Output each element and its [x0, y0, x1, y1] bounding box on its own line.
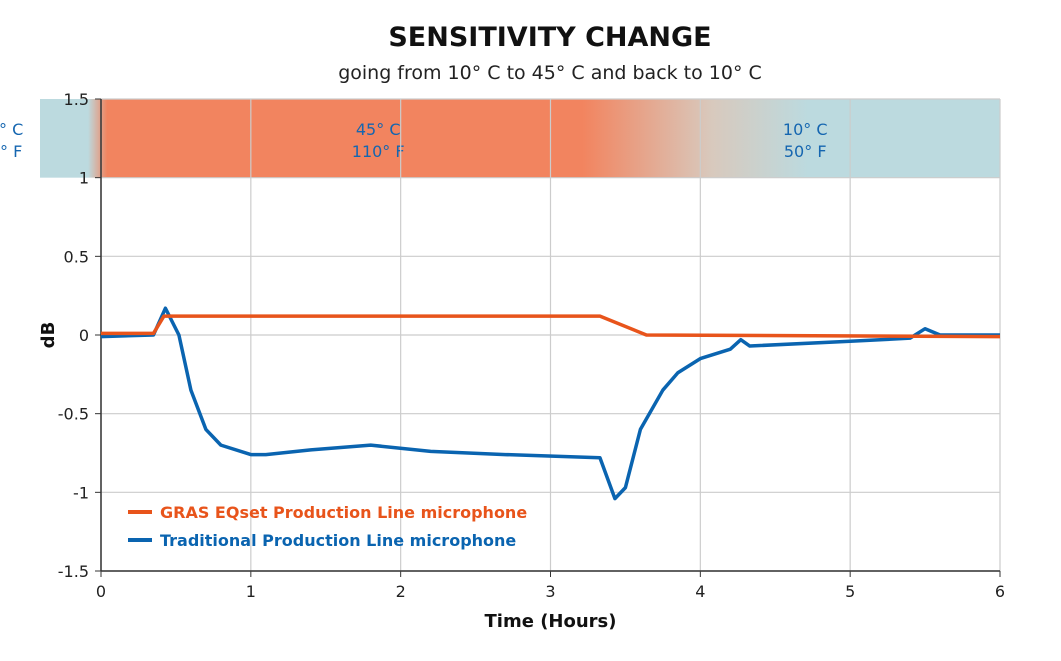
x-axis-label: Time (Hours): [485, 611, 617, 632]
legend-label: Traditional Production Line microphone: [160, 531, 516, 550]
y-tick-label: -1.5: [58, 562, 89, 581]
x-tick-label: 1: [246, 582, 256, 601]
x-tick-label: 5: [845, 582, 855, 601]
y-tick-label: 0.5: [64, 247, 89, 266]
chart-subtitle: going from 10° C to 45° C and back to 10…: [338, 62, 762, 84]
y-tick-label: -0.5: [58, 405, 89, 424]
chart-title: SENSITIVITY CHANGE: [388, 22, 712, 53]
y-tick-label: 1: [79, 169, 89, 188]
x-tick-label: 3: [545, 582, 555, 601]
temperature-band: [40, 99, 1000, 178]
y-axis-label: dB: [38, 322, 59, 349]
y-tick-label: -1: [73, 483, 89, 502]
x-tick-label: 6: [995, 582, 1005, 601]
series-line: [100, 306, 1000, 501]
temperature-label: 45° C: [356, 120, 401, 139]
temperature-label: 50° F: [784, 142, 827, 161]
x-tick-label: 2: [396, 582, 406, 601]
legend-label: GRAS EQset Production Line microphone: [160, 503, 527, 522]
x-tick-label: 0: [96, 582, 106, 601]
series-line: [101, 314, 1001, 339]
y-tick-label: 0: [79, 326, 89, 345]
temperature-label: 110° F: [352, 142, 405, 161]
temperature-label: 10° C: [783, 120, 828, 139]
x-tick-label: 4: [695, 582, 705, 601]
temperature-label: 10° C: [0, 120, 23, 139]
temperature-label: 50° F: [0, 142, 22, 161]
y-tick-label: 1.5: [64, 90, 89, 109]
